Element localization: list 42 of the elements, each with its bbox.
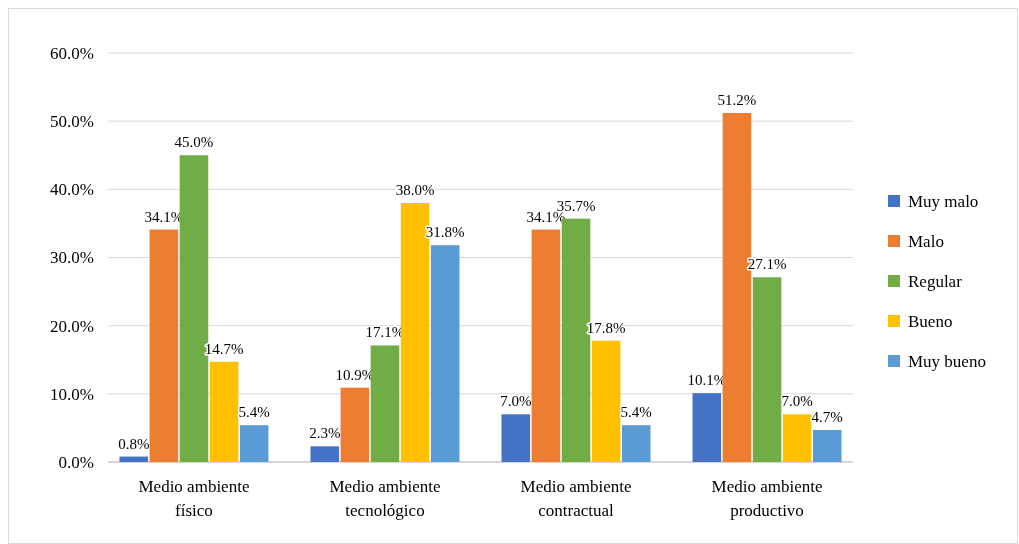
x-tick-label: Medio ambiente tecnológico xyxy=(329,477,441,520)
data-label: 51.2% xyxy=(717,91,757,108)
data-label: 7.0% xyxy=(781,393,813,410)
y-tick-label: 40.0% xyxy=(50,180,94,200)
data-label: 0.8% xyxy=(118,435,150,452)
legend-label: Bueno xyxy=(908,311,953,331)
x-tick-label: Medio ambiente físico xyxy=(138,477,250,520)
data-label: 2.3% xyxy=(309,425,341,442)
bar xyxy=(782,414,812,462)
bar xyxy=(310,446,340,462)
y-tick-label: 20.0% xyxy=(50,316,94,336)
bar xyxy=(340,387,370,462)
y-tick-label: 10.0% xyxy=(50,384,94,404)
bar xyxy=(692,393,722,462)
bar xyxy=(119,456,149,462)
legend-label: Regular xyxy=(908,271,963,291)
legend-label: Muy bueno xyxy=(908,351,986,371)
bar xyxy=(370,345,400,462)
bar xyxy=(501,414,531,462)
legend-label: Muy malo xyxy=(908,191,979,211)
data-label: 45.0% xyxy=(174,134,214,151)
bar xyxy=(752,277,782,462)
data-label: 38.0% xyxy=(395,181,435,198)
y-tick-label: 30.0% xyxy=(50,248,94,268)
bar xyxy=(591,340,621,462)
y-tick-label: 50.0% xyxy=(50,112,94,132)
data-label: 4.7% xyxy=(811,408,843,425)
x-tick-label: Medio ambiente contractual xyxy=(520,477,632,520)
legend-label: Malo xyxy=(908,231,944,251)
x-tick-label: Medio ambiente productivo xyxy=(711,477,823,520)
y-tick-label: 0.0% xyxy=(58,452,94,472)
bar xyxy=(149,229,179,462)
data-label: 5.4% xyxy=(620,404,652,421)
bar xyxy=(209,361,239,462)
bar xyxy=(812,429,842,462)
bar xyxy=(239,425,269,462)
bar xyxy=(531,229,561,462)
bar xyxy=(430,245,460,462)
bar xyxy=(621,425,651,462)
data-label: 5.4% xyxy=(238,404,270,421)
y-tick-label: 60.0% xyxy=(50,43,94,63)
data-label: 7.0% xyxy=(500,393,532,410)
